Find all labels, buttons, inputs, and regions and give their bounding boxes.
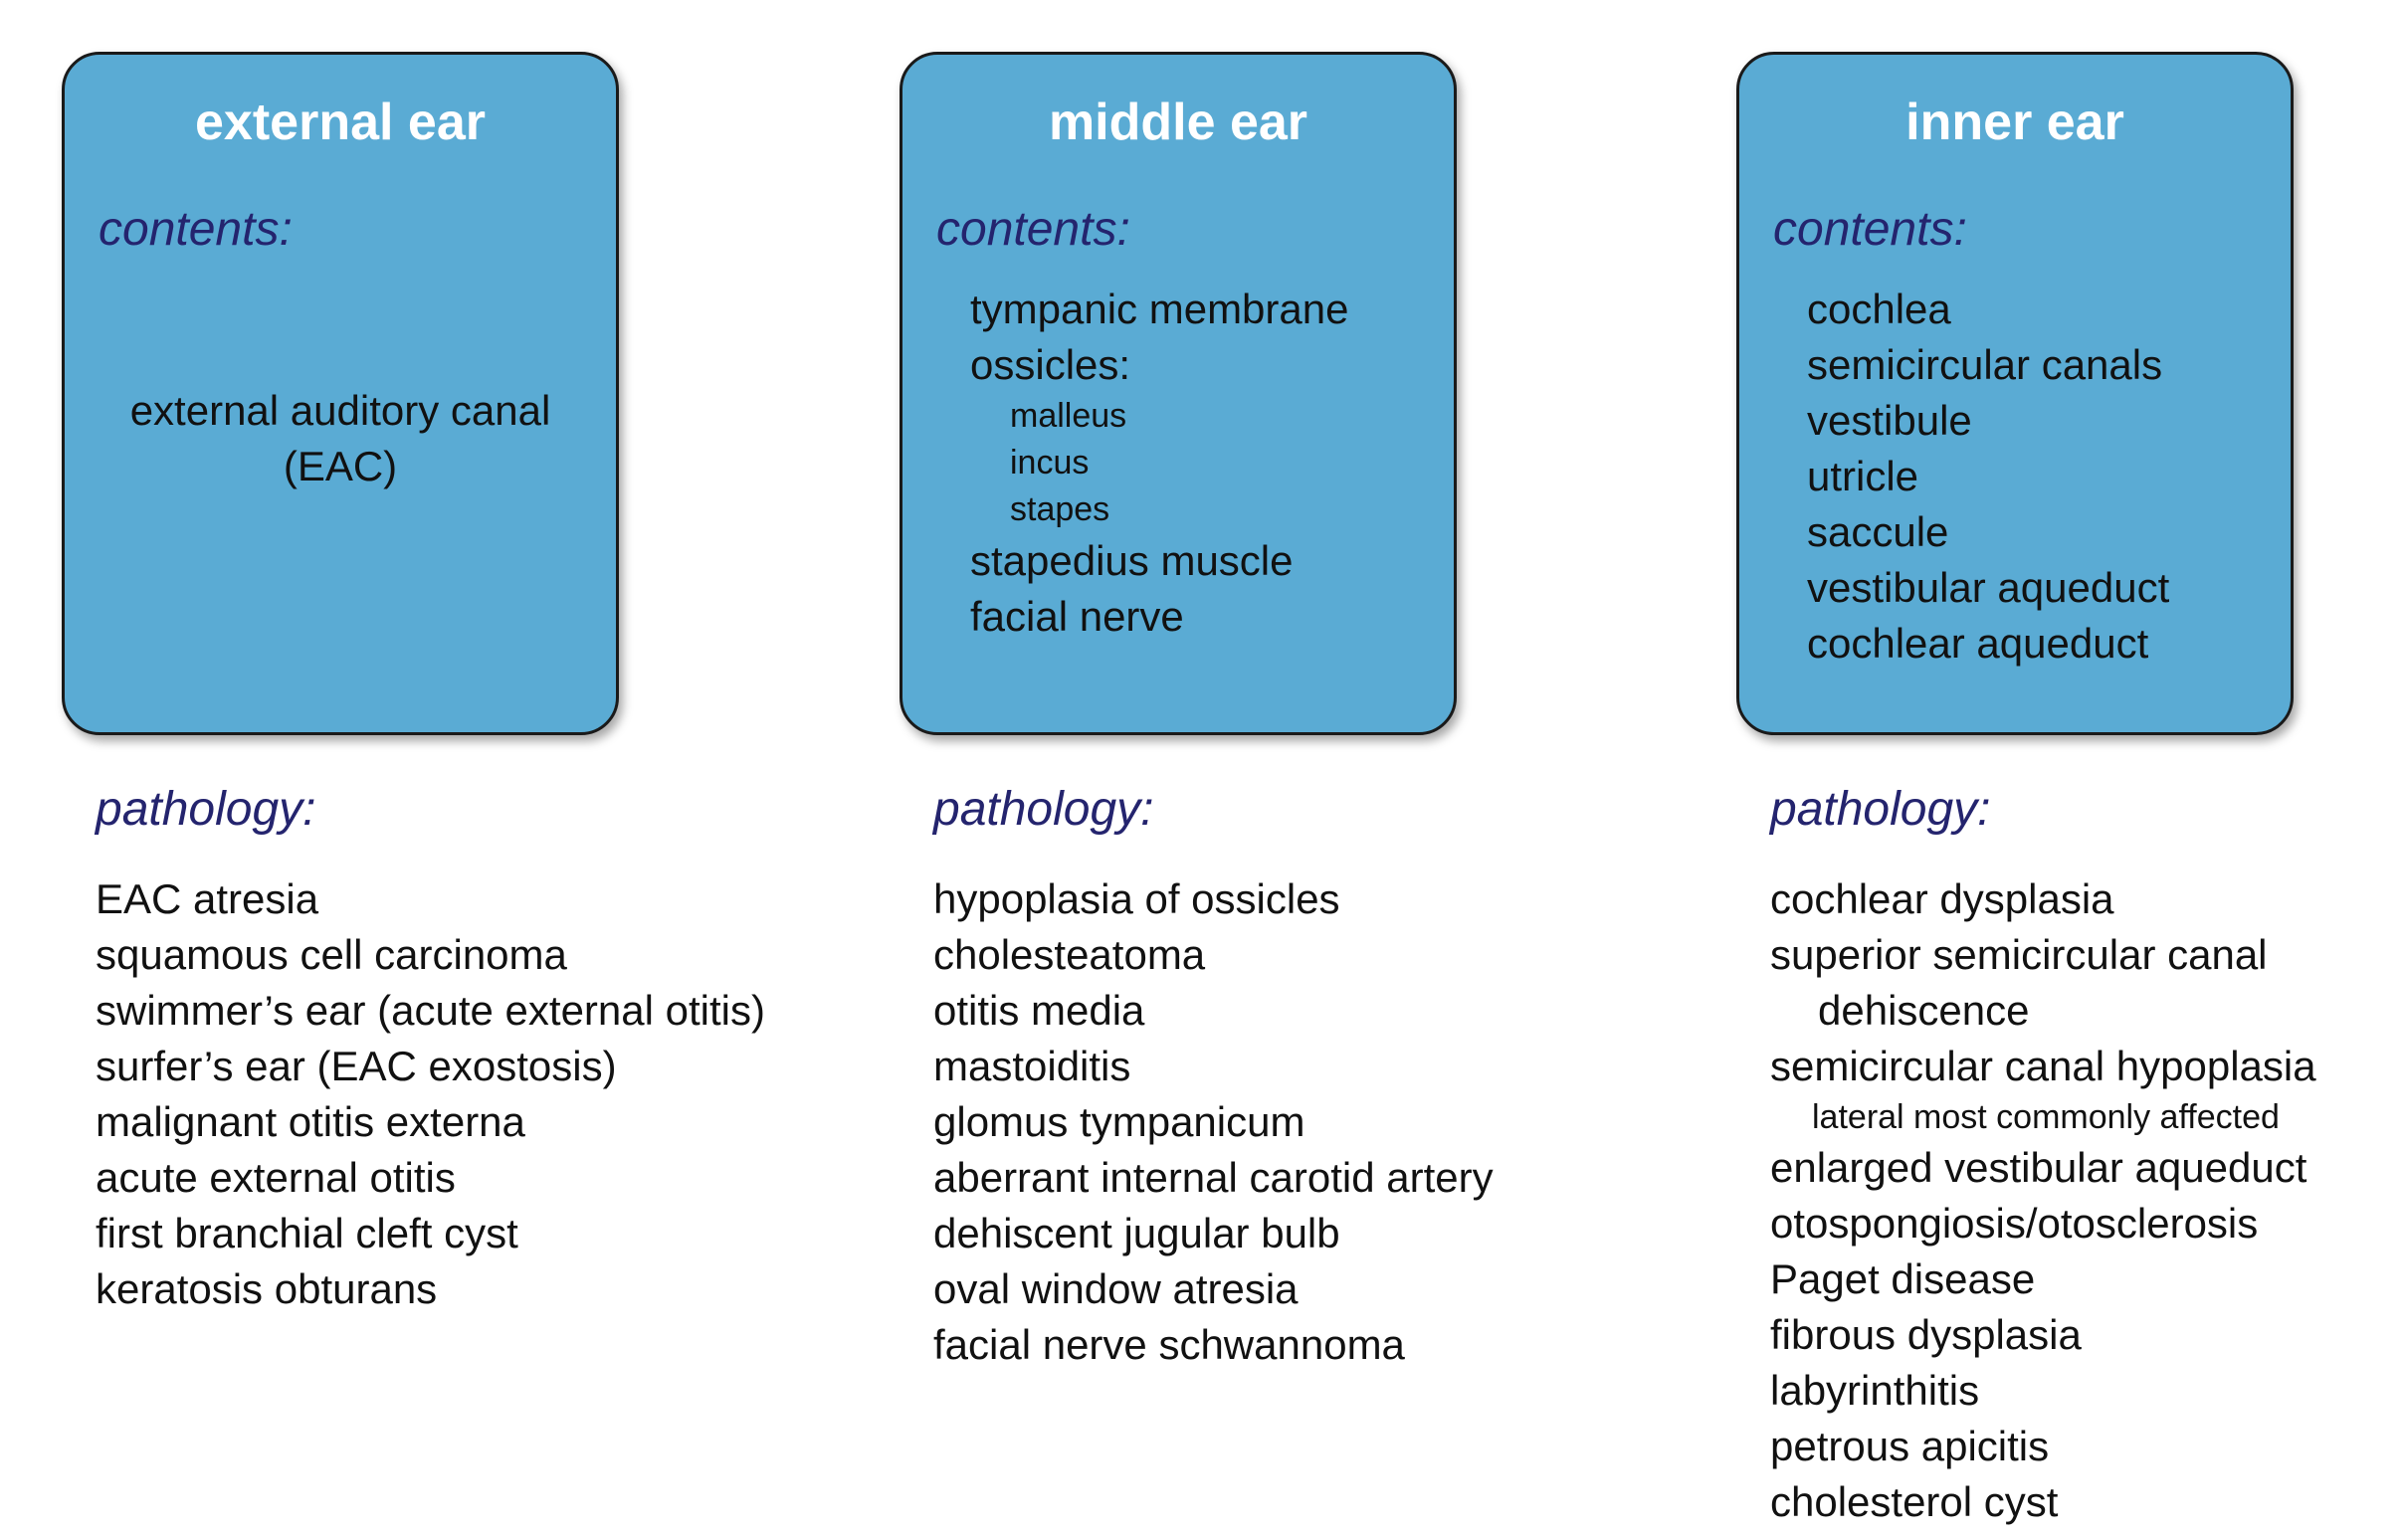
pathology-item: acute external otitis (96, 1154, 456, 1201)
pathology-item: enlarged vestibular aqueduct (1770, 1144, 2307, 1191)
pathology-item: hypoplasia of ossicles (933, 875, 1340, 922)
pathology-item: mastoiditis (933, 1043, 1131, 1089)
middle-ear-box: middle ear contents: tympanic membrane o… (900, 52, 1457, 735)
contents-item: semicircular canals (1807, 341, 2163, 388)
pathology-item-continuation: dehiscence (1818, 987, 2030, 1034)
pathology-item: cochlear dysplasia (1770, 875, 2114, 922)
pathology-item: aberrant internal carotid artery (933, 1154, 1494, 1201)
contents-subitem: malleus (1010, 397, 1127, 435)
contents-item: cochlear aqueduct (1807, 620, 2149, 667)
contents-item: utricle (1807, 453, 1919, 499)
inner-ear-contents-list: cochlea semicircular canals vestibule ut… (1807, 282, 2169, 672)
inner-ear-box: inner ear contents: cochlea semicircular… (1736, 52, 2294, 735)
inner-ear-column: inner ear contents: cochlea semicircular… (1675, 0, 2404, 1540)
external-ear-contents-label: contents: (99, 203, 293, 256)
external-ear-pathology-label: pathology: (96, 783, 316, 836)
middle-ear-contents-label: contents: (936, 203, 1130, 256)
pathology-item: keratosis obturans (96, 1265, 438, 1312)
contents-item: saccule (1807, 508, 1949, 555)
contents-item: vestibule (1807, 397, 1972, 444)
pathology-item: malignant otitis externa (96, 1098, 525, 1145)
pathology-item: cholesterol cyst (1770, 1478, 2059, 1525)
inner-ear-pathology-list: cochlear dysplasia superior semicircular… (1770, 871, 2316, 1530)
external-ear-title: external ear (195, 94, 486, 151)
pathology-item: oval window atresia (933, 1265, 1299, 1312)
contents-item: facial nerve (970, 593, 1184, 640)
contents-item: stapedius muscle (970, 537, 1294, 584)
pathology-item: semicircular canal hypoplasia (1770, 1043, 2316, 1089)
contents-item: tympanic membrane (970, 286, 1349, 332)
pathology-item: superior semicircular canal (1770, 931, 2268, 978)
pathology-item: first branchial cleft cyst (96, 1210, 518, 1256)
contents-item: ossicles: (970, 341, 1131, 388)
middle-ear-pathology-label: pathology: (933, 783, 1154, 836)
pathology-item: otitis media (933, 987, 1145, 1034)
pathology-item: petrous apicitis (1770, 1423, 2050, 1469)
contents-item: external auditory canal (129, 387, 551, 434)
inner-ear-title: inner ear (1905, 94, 2124, 151)
external-ear-box: external ear contents: external auditory… (62, 52, 619, 735)
middle-ear-contents-list: tympanic membrane ossicles: malleus incu… (970, 282, 1348, 645)
pathology-item: glomus tympanicum (933, 1098, 1305, 1145)
pathology-item: facial nerve schwannoma (933, 1321, 1405, 1368)
pathology-item: Paget disease (1770, 1255, 2036, 1302)
pathology-item: labyrinthitis (1770, 1367, 1980, 1414)
pathology-item: dehiscent jugular bulb (933, 1210, 1340, 1256)
pathology-item: squamous cell carcinoma (96, 931, 567, 978)
contents-item: vestibular aqueduct (1807, 564, 2170, 611)
pathology-item: cholesteatoma (933, 931, 1206, 978)
pathology-item: otospongiosis/otosclerosis (1770, 1200, 2259, 1247)
pathology-item: fibrous dysplasia (1770, 1311, 2082, 1358)
pathology-note: lateral most commonly affected (1812, 1098, 2280, 1136)
external-ear-column: external ear contents: external auditory… (0, 0, 796, 1540)
middle-ear-title: middle ear (1048, 94, 1308, 151)
contents-item: cochlea (1807, 286, 1951, 332)
external-ear-pathology-list: EAC atresia squamous cell carcinoma swim… (96, 871, 765, 1317)
inner-ear-contents-label: contents: (1773, 203, 1967, 256)
external-ear-contents: external auditory canal (EAC) (65, 383, 616, 494)
pathology-item: EAC atresia (96, 875, 319, 922)
middle-ear-column: middle ear contents: tympanic membrane o… (838, 0, 1634, 1540)
inner-ear-pathology-label: pathology: (1770, 783, 1991, 836)
middle-ear-pathology-list: hypoplasia of ossicles cholesteatoma oti… (933, 871, 1494, 1373)
pathology-item: swimmer’s ear (acute external otitis) (96, 987, 765, 1034)
contents-subitem: stapes (1010, 490, 1110, 528)
pathology-item: surfer’s ear (EAC exostosis) (96, 1043, 617, 1089)
contents-item: (EAC) (283, 443, 398, 489)
contents-subitem: incus (1010, 444, 1090, 481)
